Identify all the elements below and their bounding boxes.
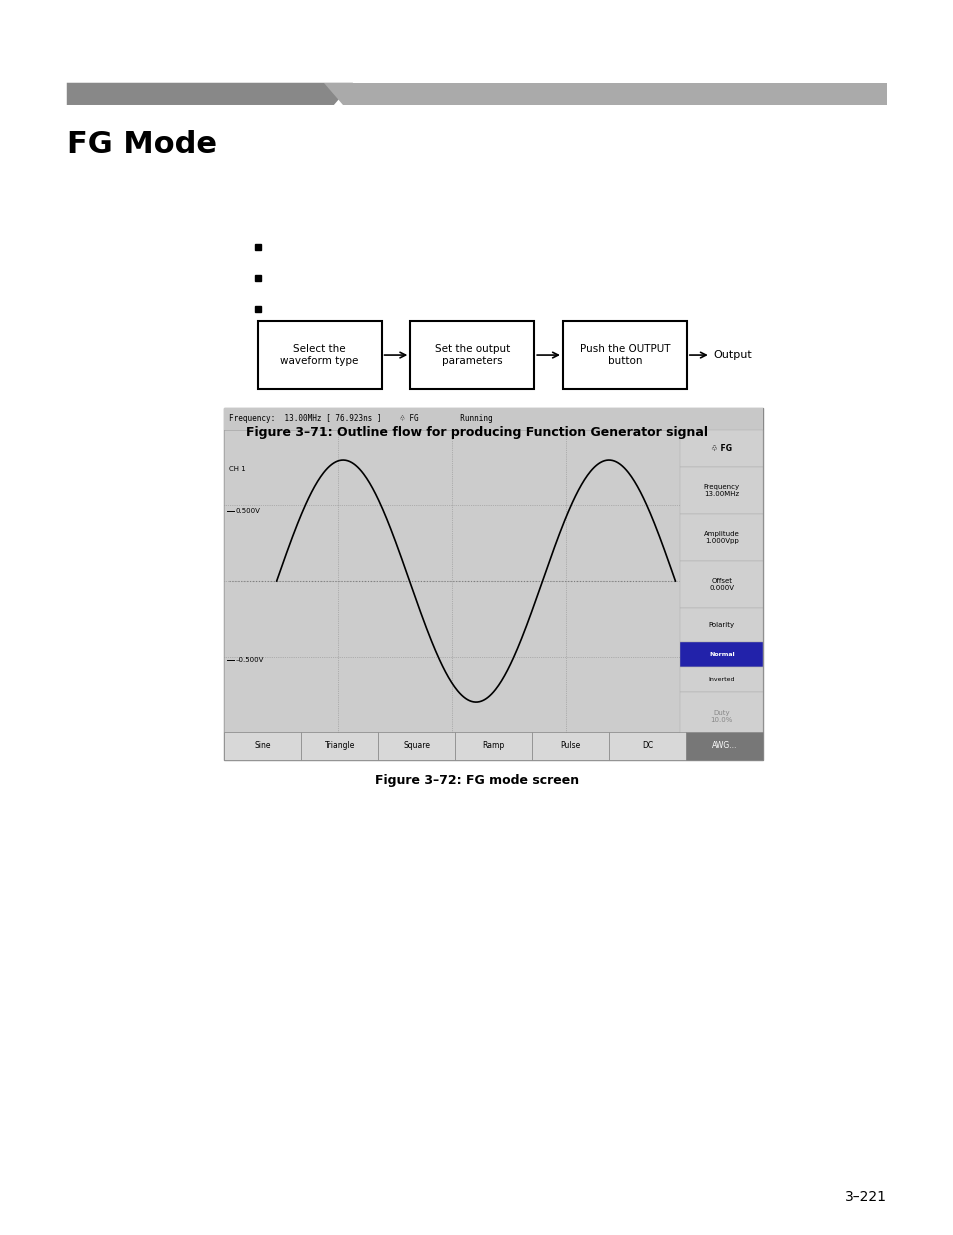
Text: –0.500V: –0.500V	[235, 657, 264, 663]
FancyBboxPatch shape	[224, 408, 762, 760]
Text: Push the OUTPUT
button: Push the OUTPUT button	[579, 345, 669, 366]
FancyBboxPatch shape	[679, 514, 762, 561]
Text: Duty
10.0%: Duty 10.0%	[710, 710, 732, 722]
FancyBboxPatch shape	[562, 321, 686, 389]
Text: AWG...: AWG...	[711, 741, 737, 751]
FancyBboxPatch shape	[377, 732, 455, 760]
Text: Triangle: Triangle	[324, 741, 355, 751]
FancyBboxPatch shape	[679, 608, 762, 642]
Text: Square: Square	[403, 741, 430, 751]
FancyBboxPatch shape	[679, 642, 762, 667]
FancyBboxPatch shape	[224, 430, 679, 732]
Text: Frequency
13.00MHz: Frequency 13.00MHz	[703, 484, 739, 496]
Text: CH 1: CH 1	[229, 466, 246, 472]
FancyBboxPatch shape	[679, 430, 762, 467]
FancyBboxPatch shape	[685, 732, 762, 760]
Text: Normal: Normal	[708, 652, 734, 657]
Text: Amplitude
1.000Vpp: Amplitude 1.000Vpp	[703, 531, 739, 543]
FancyBboxPatch shape	[609, 732, 685, 760]
Text: DC: DC	[641, 741, 653, 751]
Text: Figure 3–72: FG mode screen: Figure 3–72: FG mode screen	[375, 774, 578, 788]
Text: FG Mode: FG Mode	[67, 130, 216, 158]
FancyBboxPatch shape	[679, 561, 762, 608]
FancyBboxPatch shape	[301, 732, 377, 760]
Text: Offset
0.000V: Offset 0.000V	[708, 578, 734, 590]
FancyBboxPatch shape	[224, 732, 301, 760]
Text: Set the output
parameters: Set the output parameters	[435, 345, 509, 366]
Text: Output: Output	[713, 350, 752, 361]
Polygon shape	[324, 83, 886, 105]
FancyBboxPatch shape	[257, 321, 381, 389]
Text: Polarity: Polarity	[708, 622, 734, 627]
FancyBboxPatch shape	[224, 408, 762, 430]
FancyBboxPatch shape	[679, 667, 762, 692]
Text: Frequency:  13.00MHz [ 76.923ns ]    ♧ FG         Running: Frequency: 13.00MHz [ 76.923ns ] ♧ FG Ru…	[229, 414, 492, 424]
FancyBboxPatch shape	[532, 732, 609, 760]
FancyBboxPatch shape	[455, 732, 532, 760]
Text: Select the
waveform type: Select the waveform type	[280, 345, 358, 366]
FancyBboxPatch shape	[679, 467, 762, 514]
FancyBboxPatch shape	[679, 692, 762, 741]
Text: ♧ FG: ♧ FG	[710, 443, 732, 453]
Text: 0.500V: 0.500V	[235, 509, 260, 515]
Text: Figure 3–71: Outline flow for producing Function Generator signal: Figure 3–71: Outline flow for producing …	[246, 426, 707, 440]
Text: Sine: Sine	[254, 741, 271, 751]
Text: Pulse: Pulse	[560, 741, 580, 751]
Polygon shape	[67, 83, 353, 105]
Text: Inverted: Inverted	[708, 677, 734, 682]
Text: Ramp: Ramp	[482, 741, 504, 751]
Text: 3–221: 3–221	[844, 1191, 886, 1204]
FancyBboxPatch shape	[410, 321, 534, 389]
